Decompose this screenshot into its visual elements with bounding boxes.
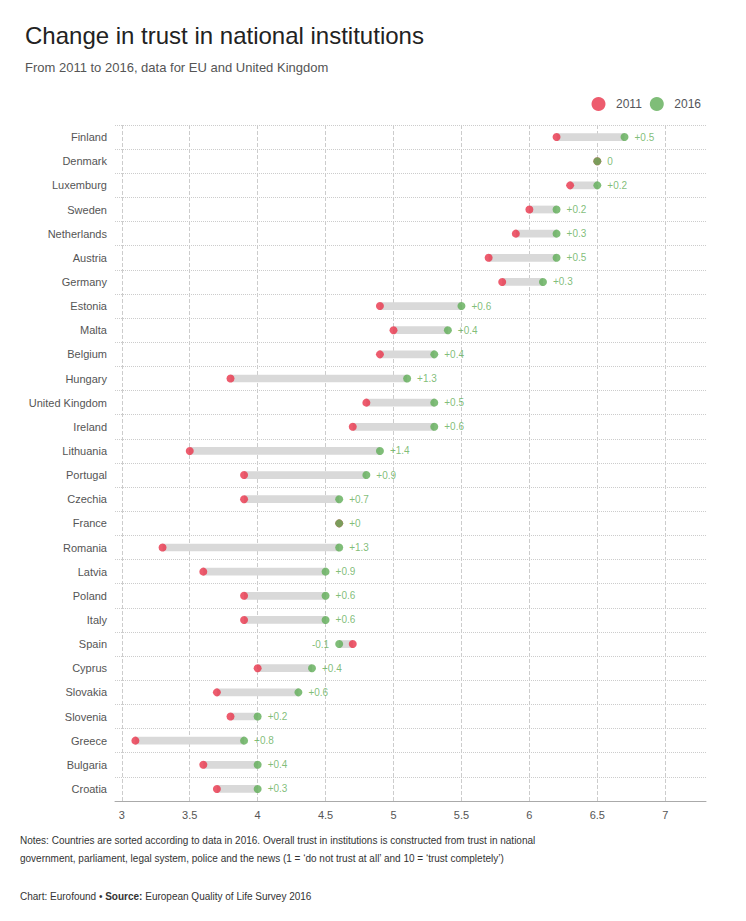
svg-text:Estonia: Estonia (70, 300, 108, 312)
svg-text:Belgium: Belgium (67, 348, 107, 360)
svg-text:European Quality of Life Surve: European Quality of Life Survey 2016 (142, 891, 311, 902)
svg-text:Chart: Eurofound •: Chart: Eurofound • (20, 891, 105, 902)
svg-text:+0.3: +0.3 (553, 276, 573, 287)
svg-text:Germany: Germany (62, 276, 108, 288)
svg-text:Czechia: Czechia (67, 493, 108, 505)
svg-text:Greece: Greece (71, 735, 107, 747)
svg-text:+0.6: +0.6 (336, 614, 356, 625)
svg-text:United Kingdom: United Kingdom (29, 397, 107, 409)
svg-text:Sweden: Sweden (67, 204, 107, 216)
svg-text:Slovakia: Slovakia (65, 686, 107, 698)
svg-text:+1.4: +1.4 (390, 445, 410, 456)
svg-text:0: 0 (607, 156, 613, 167)
svg-text:Spain: Spain (79, 638, 107, 650)
svg-text:+0.7: +0.7 (349, 494, 369, 505)
svg-text:+0.5: +0.5 (634, 132, 654, 143)
svg-text:Portugal: Portugal (66, 469, 107, 481)
svg-text:+0.6: +0.6 (336, 590, 356, 601)
svg-text:Ireland: Ireland (73, 421, 107, 433)
svg-text:+0.4: +0.4 (458, 325, 478, 336)
svg-text:+0.4: +0.4 (444, 349, 464, 360)
svg-text:+0.3: +0.3 (567, 228, 587, 239)
svg-text:4: 4 (255, 809, 261, 821)
svg-text:3: 3 (119, 809, 125, 821)
svg-text:4.5: 4.5 (318, 809, 333, 821)
svg-text:Finland: Finland (71, 131, 107, 143)
svg-text:From 2011 to 2016, data for EU: From 2011 to 2016, data for EU and Unite… (25, 60, 328, 75)
svg-text:6: 6 (526, 809, 532, 821)
svg-text:+0.2: +0.2 (268, 711, 288, 722)
svg-text:Change in trust in national in: Change in trust in national institutions (25, 22, 424, 49)
svg-text:Denmark: Denmark (62, 155, 107, 167)
svg-text:+0.6: +0.6 (308, 687, 328, 698)
svg-text:-0.1: -0.1 (312, 639, 330, 650)
svg-text:Source:: Source: (105, 891, 142, 902)
svg-text:5: 5 (390, 809, 396, 821)
svg-text:Poland: Poland (73, 590, 107, 602)
svg-text:+0.9: +0.9 (336, 566, 356, 577)
svg-text:+0.6: +0.6 (444, 421, 464, 432)
svg-text:France: France (73, 517, 107, 529)
svg-text:3.5: 3.5 (182, 809, 197, 821)
svg-text:+0: +0 (349, 518, 361, 529)
svg-text:+0.3: +0.3 (268, 783, 288, 794)
svg-text:Luxemburg: Luxemburg (52, 179, 107, 191)
svg-text:Italy: Italy (87, 614, 108, 626)
svg-text:Hungary: Hungary (65, 373, 107, 385)
svg-text:2011: 2011 (616, 97, 642, 111)
svg-text:+0.6: +0.6 (471, 301, 491, 312)
svg-text:2016: 2016 (674, 97, 701, 111)
svg-text:Austria: Austria (73, 252, 108, 264)
svg-text:+0.4: +0.4 (322, 663, 342, 674)
svg-text:+0.9: +0.9 (376, 470, 396, 481)
svg-text:+0.2: +0.2 (567, 204, 587, 215)
svg-text:7: 7 (662, 809, 668, 821)
svg-text:+0.8: +0.8 (254, 735, 274, 746)
svg-text:6.5: 6.5 (590, 809, 605, 821)
svg-text:+1.3: +1.3 (349, 542, 369, 553)
svg-text:+0.5: +0.5 (567, 252, 587, 263)
svg-text:+0.4: +0.4 (268, 759, 288, 770)
svg-text:Notes: Countries are sorted ac: Notes: Countries are sorted according to… (20, 835, 535, 846)
svg-text:Slovenia: Slovenia (65, 711, 108, 723)
svg-text:Malta: Malta (80, 324, 108, 336)
svg-text:Lithuania: Lithuania (62, 445, 108, 457)
svg-text:Romania: Romania (63, 542, 108, 554)
svg-text:5.5: 5.5 (454, 809, 469, 821)
svg-text:Croatia: Croatia (72, 783, 108, 795)
svg-text:Cyprus: Cyprus (72, 662, 107, 674)
svg-text:Bulgaria: Bulgaria (67, 759, 108, 771)
svg-text:government, parliament, legal: government, parliament, legal system, po… (20, 853, 504, 864)
svg-text:+0.2: +0.2 (607, 180, 627, 191)
svg-text:+1.3: +1.3 (417, 373, 437, 384)
svg-text:Netherlands: Netherlands (48, 228, 108, 240)
svg-text:+0.5: +0.5 (444, 397, 464, 408)
svg-text:Latvia: Latvia (78, 566, 108, 578)
